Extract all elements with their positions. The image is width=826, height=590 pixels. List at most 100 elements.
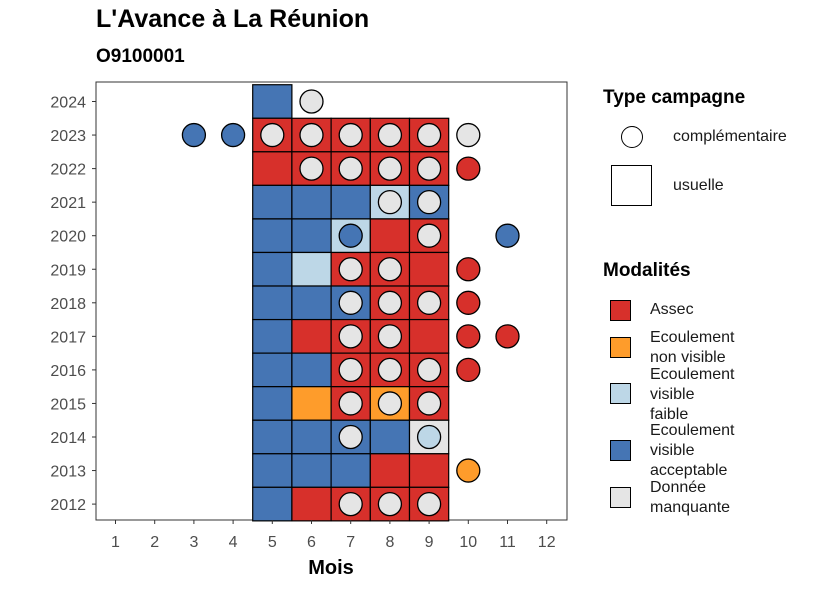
dot-complementaire-2021-8-donnee-manquante bbox=[377, 189, 403, 215]
dot-complementaire-2020-7-ecoulement-visible-acceptable bbox=[338, 223, 363, 248]
cell-usuelle-2021-7-ecoulement-visible-acceptable bbox=[330, 184, 371, 220]
legend-complementaire-label: complémentaire bbox=[673, 128, 787, 145]
x-tick-label: 9 bbox=[425, 534, 434, 551]
cell-usuelle-2013-6-ecoulement-visible-acceptable bbox=[291, 453, 332, 488]
cell-usuelle-2012-5-ecoulement-visible-acceptable bbox=[252, 486, 293, 522]
y-tick-label: 2017 bbox=[50, 329, 86, 346]
y-tick-label: 2024 bbox=[50, 95, 86, 112]
cell-usuelle-2019-9-assec bbox=[408, 251, 450, 287]
dot-complementaire-2014-7-donnee-manquante bbox=[338, 424, 363, 450]
dot-complementaire-2020-11-ecoulement-visible-acceptable bbox=[495, 223, 520, 248]
usuelle-cells bbox=[252, 84, 450, 522]
dot-complementaire-2016-9-donnee-manquante bbox=[416, 357, 442, 383]
y-tick-label: 2012 bbox=[50, 497, 86, 514]
dot-complementaire-2017-10-assec bbox=[456, 324, 481, 349]
x-tick-label: 4 bbox=[229, 534, 238, 551]
legend-assec-label: Assec bbox=[650, 301, 694, 318]
y-axis: 2012 2013 2014 2015 2016 2017 2018 2019 2020 2021… bbox=[50, 95, 96, 514]
chart-title: L'Avance à La Réunion bbox=[96, 5, 370, 33]
legend-ecoulement-visible-faible-swatch bbox=[610, 383, 631, 404]
legend-ecoulement-visible-acceptable-swatch bbox=[610, 440, 631, 461]
cell-usuelle-2020-8-assec bbox=[369, 218, 411, 254]
cell-usuelle-2019-5-ecoulement-visible-acceptable bbox=[252, 251, 293, 287]
y-tick-label: 2013 bbox=[50, 464, 86, 481]
legend-usuelle-label: usuelle bbox=[673, 177, 724, 194]
dot-complementaire-2023-5-donnee-manquante bbox=[260, 122, 285, 148]
cell-usuelle-2018-6-ecoulement-visible-acceptable bbox=[291, 285, 332, 321]
dot-complementaire-2023-8-donnee-manquante bbox=[377, 122, 403, 148]
dot-complementaire-2022-6-donnee-manquante bbox=[299, 156, 324, 181]
cell-usuelle-2017-5-ecoulement-visible-acceptable bbox=[252, 318, 293, 354]
dot-complementaire-2024-6-donnee-manquante bbox=[299, 89, 324, 114]
legend-donnee-manquante-label: Donnée manquante bbox=[650, 479, 731, 516]
cell-usuelle-2016-5-ecoulement-visible-acceptable bbox=[252, 352, 293, 388]
y-tick-label: 2019 bbox=[50, 262, 86, 279]
dot-complementaire-2016-10-assec bbox=[456, 357, 481, 383]
dot-complementaire-2014-9-ecoulement-visible-faible bbox=[416, 424, 442, 450]
cell-usuelle-2021-5-ecoulement-visible-acceptable bbox=[252, 184, 293, 220]
y-tick-label: 2023 bbox=[50, 128, 86, 145]
legend-ecoulement-non-visible-swatch bbox=[610, 337, 631, 358]
dot-complementaire-2019-7-donnee-manquante bbox=[338, 257, 363, 282]
cell-usuelle-2013-8-assec bbox=[369, 453, 411, 488]
legend-ecoulement-non-visible-label: Ecoulement non visible bbox=[650, 329, 735, 366]
cell-usuelle-2014-8-ecoulement-visible-acceptable bbox=[369, 419, 411, 455]
complementaire-dots bbox=[181, 89, 520, 517]
dot-complementaire-2015-8-donnee-manquante bbox=[377, 391, 403, 416]
cell-usuelle-2017-9-assec bbox=[408, 318, 450, 354]
dot-complementaire-2018-10-assec bbox=[456, 290, 481, 315]
legend-ecoulement-visible-faible-label: Ecoulement visible faible bbox=[650, 366, 735, 423]
cell-usuelle-2018-5-ecoulement-visible-acceptable bbox=[252, 285, 293, 321]
x-tick-label: 8 bbox=[385, 534, 394, 551]
dot-complementaire-2017-7-donnee-manquante bbox=[338, 324, 363, 349]
cell-usuelle-2016-6-ecoulement-visible-acceptable bbox=[291, 352, 332, 388]
cell-usuelle-2024-5-ecoulement-visible-acceptable bbox=[252, 84, 293, 119]
x-tick-label: 10 bbox=[459, 534, 477, 551]
dot-complementaire-2023-6-donnee-manquante bbox=[299, 122, 324, 148]
x-tick-label: 2 bbox=[150, 534, 159, 551]
legend-complementaire-key bbox=[621, 126, 643, 148]
cell-usuelle-2013-7-ecoulement-visible-acceptable bbox=[330, 453, 371, 488]
y-tick-label: 2015 bbox=[50, 396, 86, 413]
dot-complementaire-2023-7-donnee-manquante bbox=[338, 122, 363, 148]
x-tick-label: 1 bbox=[111, 534, 120, 551]
y-tick-label: 2016 bbox=[50, 363, 86, 380]
legend-modalites-title: Modalités bbox=[603, 260, 691, 281]
dot-complementaire-2017-8-donnee-manquante bbox=[377, 324, 403, 349]
y-tick-label: 2022 bbox=[50, 162, 86, 179]
cell-usuelle-2020-6-ecoulement-visible-acceptable bbox=[291, 218, 332, 254]
dot-complementaire-2018-7-donnee-manquante bbox=[338, 290, 363, 315]
legend-type-title: Type campagne bbox=[603, 87, 746, 108]
dot-complementaire-2016-8-donnee-manquante bbox=[377, 357, 403, 383]
x-tick-label: 3 bbox=[189, 534, 198, 551]
cell-usuelle-2015-5-ecoulement-visible-acceptable bbox=[252, 386, 293, 421]
dot-complementaire-2018-8-donnee-manquante bbox=[377, 290, 403, 315]
cell-usuelle-2015-6-ecoulement-non-visible bbox=[291, 386, 332, 421]
cell-usuelle-2014-6-ecoulement-visible-acceptable bbox=[291, 419, 332, 455]
x-tick-label: 7 bbox=[346, 534, 355, 551]
dot-complementaire-2020-9-donnee-manquante bbox=[416, 223, 442, 248]
legend-donnee-manquante-swatch bbox=[610, 487, 631, 508]
dot-complementaire-2023-4-ecoulement-visible-acceptable bbox=[220, 122, 246, 148]
dot-complementaire-2023-3-ecoulement-visible-acceptable bbox=[181, 122, 207, 148]
legend-usuelle-key bbox=[611, 165, 652, 206]
dot-complementaire-2012-8-donnee-manquante bbox=[377, 491, 403, 517]
dot-complementaire-2022-8-donnee-manquante bbox=[377, 156, 403, 181]
y-tick-label: 2021 bbox=[50, 195, 86, 212]
cell-usuelle-2021-6-ecoulement-visible-acceptable bbox=[291, 184, 332, 220]
x-tick-label: 12 bbox=[538, 534, 556, 551]
legend-assec-swatch bbox=[610, 300, 631, 321]
dot-complementaire-2023-10-donnee-manquante bbox=[456, 122, 481, 148]
x-tick-label: 11 bbox=[499, 534, 516, 551]
dot-complementaire-2015-9-donnee-manquante bbox=[416, 391, 442, 416]
cell-usuelle-2017-6-assec bbox=[291, 318, 332, 354]
x-tick-label: 5 bbox=[268, 534, 277, 551]
x-axis-title: Mois bbox=[308, 557, 354, 579]
dot-complementaire-2012-7-donnee-manquante bbox=[338, 491, 363, 517]
y-tick-label: 2020 bbox=[50, 229, 86, 246]
dot-complementaire-2017-11-assec bbox=[495, 324, 520, 349]
dot-complementaire-2022-10-assec bbox=[456, 156, 481, 181]
cell-usuelle-2014-5-ecoulement-visible-acceptable bbox=[252, 419, 293, 455]
cell-usuelle-2012-6-assec bbox=[291, 486, 332, 522]
